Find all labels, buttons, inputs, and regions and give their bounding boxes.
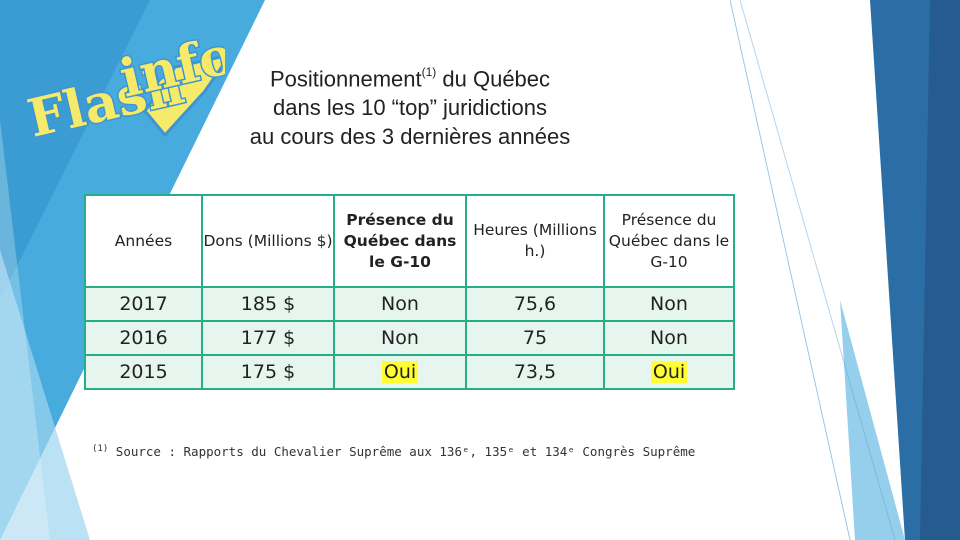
title-line1-end: du Québec <box>436 66 551 92</box>
cell-year: 2017 <box>84 286 203 322</box>
cell-presence-heures: Non <box>603 286 735 322</box>
header-presence-heures: Présence du Québec dans le G-10 <box>603 194 735 288</box>
flash-info-logo: Flash info <box>25 23 225 151</box>
title-line1: Positionnement <box>269 66 422 92</box>
table-row: 2016 177 $ Non 75 Non <box>84 320 735 356</box>
right-decoration <box>730 0 960 540</box>
cell-presence-dons: Non <box>333 320 467 356</box>
title-footnote-marker: (1) <box>421 65 437 79</box>
footnote-text: Source : Rapports du Chevalier Suprême a… <box>115 444 696 460</box>
cell-heures: 75,6 <box>465 286 605 322</box>
cell-year: 2016 <box>84 320 203 356</box>
cell-presence-heures: Oui <box>603 354 735 390</box>
header-annees: Années <box>84 194 203 288</box>
footnote-marker: (1) <box>92 444 109 454</box>
cell-presence-dons: Non <box>333 286 467 322</box>
cell-heures: 73,5 <box>465 354 605 390</box>
positionnement-table: Années Dons (Millions $) Présence du Qué… <box>84 194 735 390</box>
header-presence-dons: Présence du Québec dans le G-10 <box>333 194 467 288</box>
highlight-oui: Oui <box>650 361 688 383</box>
cell-heures: 75 <box>465 320 605 356</box>
cell-year: 2015 <box>84 354 203 390</box>
cell-presence-dons: Oui <box>333 354 467 390</box>
table-row: 2017 185 $ Non 75,6 Non <box>84 286 735 322</box>
table-header-row: Années Dons (Millions $) Présence du Qué… <box>84 194 735 288</box>
cell-dons: 177 $ <box>201 320 335 356</box>
highlight-oui: Oui <box>381 361 419 383</box>
source-footnote: (1) Source : Rapports du Chevalier Suprê… <box>92 444 695 459</box>
cell-dons: 175 $ <box>201 354 335 390</box>
title-line2: dans les 10 “top” juridictions <box>273 95 547 121</box>
slide-title: Positionnement(1) du Québec dans les 10 … <box>215 60 605 151</box>
title-line3: au cours des 3 dernières années <box>249 124 571 150</box>
cell-presence-heures: Non <box>603 320 735 356</box>
table-row: 2015 175 $ Oui 73,5 Oui <box>84 354 735 390</box>
header-heures: Heures (Millions h.) <box>465 194 605 288</box>
header-dons: Dons (Millions $) <box>201 194 335 288</box>
cell-dons: 185 $ <box>201 286 335 322</box>
logo-word-info: info <box>114 24 225 109</box>
